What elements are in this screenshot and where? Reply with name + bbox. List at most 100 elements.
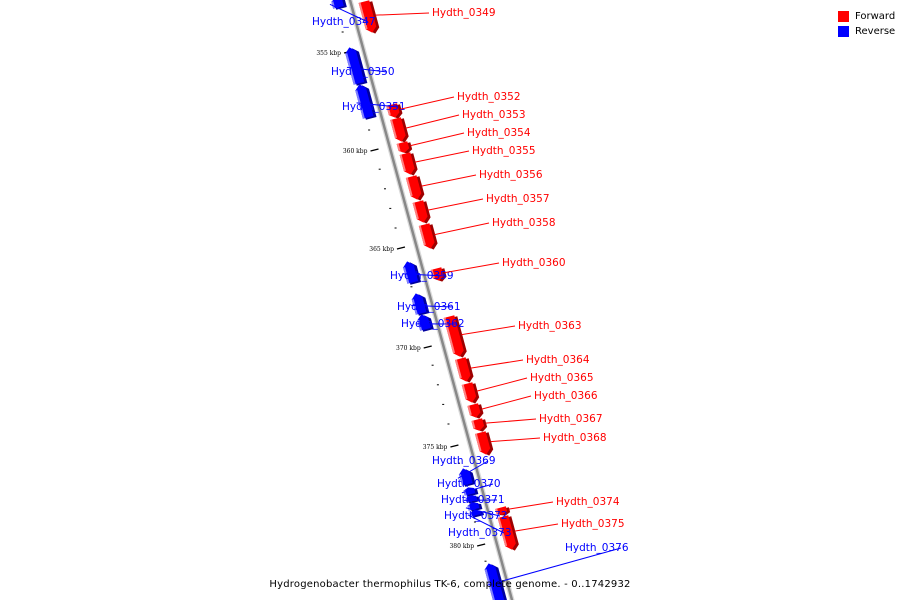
gene-hydth-0366[interactable]: [467, 403, 484, 419]
gene-leader-line: [405, 114, 460, 129]
gene-highlight: [396, 143, 401, 152]
gene-hydth-0363[interactable]: [443, 315, 467, 358]
gene-highlight: [430, 269, 435, 279]
gene-highlight: [467, 405, 472, 416]
gene-label[interactable]: Hydth_0353: [462, 109, 526, 121]
gene-label[interactable]: Hydth_0371: [441, 494, 505, 506]
gene-hydth-0352[interactable]: [386, 103, 403, 119]
label-layer: Hydth_0347 Hydth_0349 Hydth_0350 Hydth_0351…: [312, 3, 629, 586]
major-tick: [423, 345, 432, 349]
major-tick: [396, 246, 406, 250]
gene-arrow: [358, 0, 377, 33]
gene-label[interactable]: Hydth_0374: [556, 496, 620, 508]
gene-label[interactable]: Hydth_0362: [401, 318, 465, 330]
gene-leader-line: [457, 460, 489, 479]
gene-leader-line: [346, 66, 388, 73]
gene-leader-line: [476, 377, 528, 392]
gene-highlight: [417, 319, 423, 331]
reverse-swatch: [838, 26, 849, 37]
gene-hydth-0359[interactable]: [403, 261, 422, 285]
gene-arrow: [465, 495, 478, 503]
gene-leader-line: [410, 132, 465, 147]
gene-leader-line: [486, 547, 622, 586]
gene-hydth-0356[interactable]: [405, 175, 425, 201]
legend: Forward Reverse: [838, 9, 895, 39]
gene-leader-line: [461, 483, 494, 494]
genome-axis-line: [348, 0, 514, 600]
gene-label[interactable]: Hydth_0357: [486, 193, 550, 205]
gene-leader-line: [414, 150, 470, 163]
gene-label[interactable]: Hydth_0352: [457, 91, 521, 103]
gene-label[interactable]: Hydth_0365: [530, 372, 594, 384]
gene-hydth-0355[interactable]: [399, 152, 418, 176]
gene-hydth-0357[interactable]: [412, 200, 431, 224]
gene-label[interactable]: Hydth_0370: [437, 478, 501, 490]
gene-highlight: [358, 2, 368, 30]
gene-label[interactable]: Hydth_0351: [342, 101, 406, 113]
gene-hydth-0367[interactable]: [471, 418, 488, 432]
gene-label[interactable]: Hydth_0361: [397, 301, 461, 313]
gene-highlight: [405, 177, 413, 197]
gene-hydth-0351[interactable]: [355, 84, 377, 120]
gene-arrow: [454, 357, 471, 382]
gene-label[interactable]: Hydth_0366: [534, 390, 598, 402]
gene-label[interactable]: Hydth_0355: [472, 145, 536, 157]
gene-arrow: [474, 431, 491, 455]
major-tick: [450, 444, 459, 448]
gene-label[interactable]: Hydth_0359: [390, 270, 454, 282]
tick-label: 380 kbp: [449, 543, 474, 550]
gene-label[interactable]: Hydth_0350: [331, 66, 395, 78]
gene-highlight: [403, 267, 410, 284]
gene-label[interactable]: Hydth_0376: [565, 542, 629, 554]
gene-label[interactable]: Hydth_0364: [526, 354, 590, 366]
gene-leader-line: [421, 174, 477, 187]
gene-hydth-0354[interactable]: [396, 141, 413, 154]
gene-hydth-0353[interactable]: [390, 117, 409, 143]
gene-label[interactable]: Hydth_0360: [502, 257, 566, 269]
gene-hydth-0365[interactable]: [461, 382, 480, 404]
gene-arrow: [390, 117, 406, 142]
gene-label[interactable]: Hydth_0358: [492, 217, 556, 229]
gene-arrow: [355, 84, 374, 119]
gene-highlight: [461, 384, 468, 400]
gene-label[interactable]: Hydth_0354: [467, 127, 531, 139]
gene-highlight: [443, 317, 456, 354]
gene-hydth-0349[interactable]: [358, 0, 380, 34]
gene-hydth-0368[interactable]: [474, 431, 494, 456]
gene-leader-line: [467, 514, 505, 534]
gene-label[interactable]: Hydth_0349: [432, 7, 496, 19]
gene-highlight: [331, 1, 336, 9]
gene-arrow: [443, 315, 464, 357]
gene-leader-line: [434, 222, 490, 236]
gene-arrow: [345, 47, 365, 85]
gene-label[interactable]: Hydth_0367: [539, 413, 603, 425]
gene-leader-line: [375, 12, 430, 16]
gene-hydth-0360[interactable]: [430, 267, 447, 282]
gene-leader-line: [411, 304, 454, 308]
gene-highlight: [399, 154, 406, 172]
gene-label[interactable]: Hydth_0368: [543, 432, 607, 444]
gene-hydth-0358[interactable]: [418, 223, 438, 250]
gene-highlight: [345, 53, 356, 85]
gene-label[interactable]: Hydth_0373: [448, 527, 512, 539]
gene-hydth-0364[interactable]: [454, 357, 474, 383]
gene-leader-line: [485, 418, 537, 424]
gene-arrow: [405, 175, 422, 200]
gene-hydth-0374[interactable]: [495, 506, 511, 516]
tick-label: 365 kbp: [369, 246, 394, 253]
legend-item-forward: Forward: [838, 9, 895, 24]
gene-arrow: [469, 510, 482, 517]
gene-hydth-0350[interactable]: [345, 47, 368, 86]
axis-layer: [347, 0, 515, 600]
major-tick: [370, 148, 379, 152]
gene-leader-line: [490, 437, 541, 443]
gene-label[interactable]: Hydth_0356: [479, 169, 543, 181]
gene-hydth-0361[interactable]: [411, 293, 430, 316]
gene-leader-line: [356, 102, 399, 108]
gene-leader-line: [444, 262, 500, 274]
gene-label[interactable]: Hydth_0347: [312, 16, 376, 28]
gene-label[interactable]: Hydth_0375: [561, 518, 625, 530]
gene-label[interactable]: Hydth_0363: [518, 320, 582, 332]
gene-label[interactable]: Hydth_0372: [444, 510, 508, 522]
gene-label[interactable]: Hydth_0369: [432, 455, 496, 467]
